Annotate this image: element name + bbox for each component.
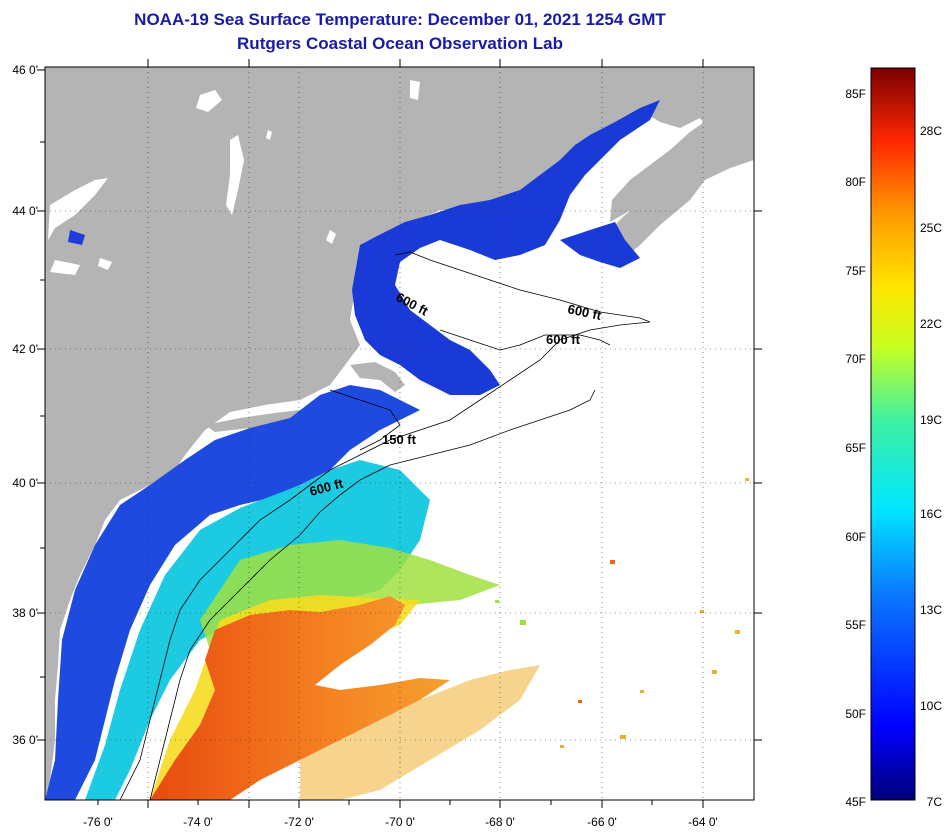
depth-contours — [119, 251, 651, 800]
colorbar-c-label: 16C — [920, 507, 942, 521]
colorbar-f-label: 70F — [845, 352, 866, 366]
sst-gulf-stream — [150, 596, 450, 800]
lon-label: -72 0' — [284, 815, 314, 829]
lon-label: -64 0' — [688, 815, 718, 829]
lon-label: -66 0' — [587, 815, 617, 829]
lat-label: 38 0' — [12, 606, 38, 620]
lat-label: 42 0' — [12, 342, 38, 356]
map-title: NOAA-19 Sea Surface Temperature: Decembe… — [134, 10, 666, 29]
colorbar-f-label: 55F — [845, 618, 866, 632]
map-subtitle: Rutgers Coastal Ocean Observation Lab — [237, 34, 563, 53]
lat-label: 46 0' — [12, 63, 38, 77]
lat-label: 44 0' — [12, 204, 38, 218]
colorbar-c-label: 22C — [920, 317, 942, 331]
colorbar-celsius-labels: 28C 25C 22C 19C 16C 13C 10C 7C — [920, 124, 942, 809]
colorbar-c-label: 13C — [920, 603, 942, 617]
inland-lakes — [48, 80, 420, 275]
lon-label: -76 0' — [83, 815, 113, 829]
contour-label: 600 ft — [566, 301, 603, 323]
colorbar-c-label: 10C — [920, 699, 942, 713]
colorbar-f-label: 75F — [845, 264, 866, 278]
land-mainland — [45, 67, 754, 800]
land-cape-cod — [350, 362, 405, 392]
colorbar-f-label: 65F — [845, 441, 866, 455]
colorbar — [870, 67, 916, 801]
colorbar-f-label: 45F — [845, 795, 866, 809]
sst-warm-offshore — [300, 665, 540, 800]
colorbar-c-label: 7C — [927, 795, 943, 809]
colorbar-c-label: 19C — [920, 413, 942, 427]
sst-cold-gulf-of-maine — [352, 100, 660, 395]
colorbar-f-label: 50F — [845, 707, 866, 721]
axis-ticks — [37, 59, 762, 808]
colorbar-c-label: 28C — [920, 124, 942, 138]
land-long-island — [205, 402, 320, 432]
land-nova-scotia — [610, 108, 754, 222]
contour-label: 150 ft — [382, 432, 417, 447]
graticule — [45, 67, 754, 800]
lon-label: -74 0' — [183, 815, 213, 829]
colorbar-f-label: 60F — [845, 530, 866, 544]
colorbar-c-label: 25C — [920, 221, 942, 235]
sst-cold-shelf — [45, 385, 420, 800]
sst-scattered-pixels — [495, 478, 749, 748]
lat-label: 36 0' — [12, 733, 38, 747]
colorbar-f-label: 85F — [845, 87, 866, 101]
lon-label: -68 0' — [485, 815, 515, 829]
contour-label: 600 ft — [546, 332, 581, 347]
map-area — [45, 67, 754, 800]
lat-label: 40 0' — [12, 476, 38, 490]
colorbar-fahrenheit-labels: 85F 80F 75F 70F 65F 60F 55F 50F 45F — [845, 87, 866, 809]
sst-cold-bay-of-fundy — [560, 222, 640, 268]
lon-label: -70 0' — [385, 815, 415, 829]
colorbar-f-label: 80F — [845, 175, 866, 189]
